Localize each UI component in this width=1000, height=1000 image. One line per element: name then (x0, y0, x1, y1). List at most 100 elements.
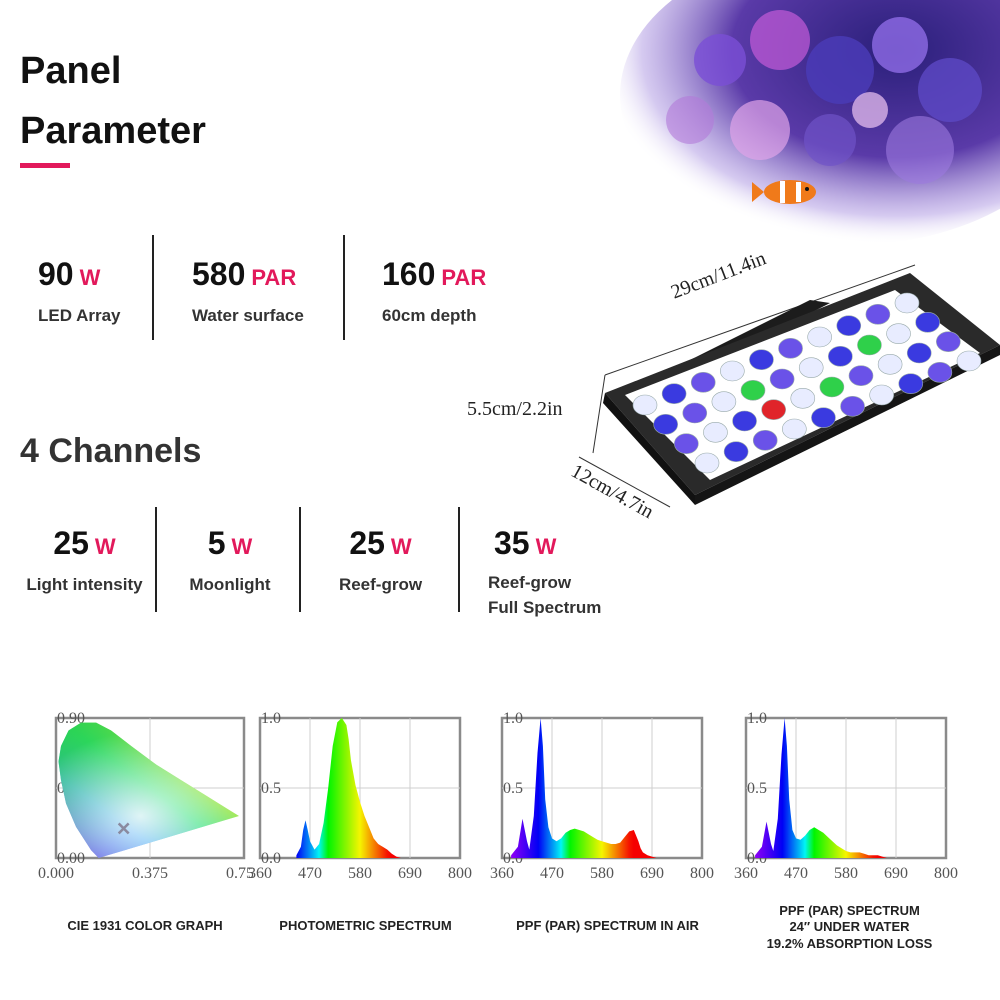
stat-unit: PAR (441, 265, 487, 290)
x-tick-label: 470 (298, 865, 322, 882)
divider (343, 235, 345, 340)
chart-ppf-water: 360 470 580 690 800 1.0 0.5 0.0 (726, 700, 966, 895)
dimension-line-width (578, 456, 671, 508)
stat-water-surface: 580 PAR Water surface (192, 258, 304, 329)
coral-blobs (666, 10, 982, 184)
led-emitter (836, 315, 862, 336)
channel-unit: W (231, 534, 253, 559)
x-tick-label: 470 (540, 865, 564, 882)
channel-unit: W (94, 534, 116, 559)
led-emitter (661, 383, 687, 404)
x-tick-label: 800 (934, 865, 958, 882)
x-tick-label: 690 (640, 865, 664, 882)
y-tick-label: 0.00 (57, 850, 85, 867)
x-tick-label: 360 (734, 865, 758, 882)
chart-ppf-air: 360 470 580 690 800 1.0 0.5 0.0 (482, 700, 722, 895)
led-emitter (749, 349, 774, 370)
x-tick-label: 0.375 (132, 865, 168, 882)
stat-label: LED Array (38, 306, 121, 325)
stat-value: 160 (382, 256, 436, 292)
x-tick-label: 360 (248, 865, 272, 882)
y-tick-label: 1.0 (503, 710, 523, 727)
divider (458, 507, 460, 612)
led-emitter (857, 334, 882, 356)
y-tick-label: 0.90 (57, 710, 85, 727)
channel-label: Reef-grow (338, 575, 423, 594)
led-emitter (632, 394, 658, 416)
divider (152, 235, 154, 340)
led-emitter (807, 326, 832, 348)
channel-unit: W (535, 534, 557, 559)
title-accent-bar (20, 163, 70, 168)
channel-value: 5 (207, 525, 226, 561)
x-tick-label: 360 (490, 865, 514, 882)
title-line-2: Parameter (20, 110, 206, 152)
led-emitter (682, 402, 708, 424)
channels-heading: 4 Channels (20, 432, 202, 470)
led-array (632, 292, 982, 474)
x-tick-label: 580 (834, 865, 858, 882)
led-emitter (740, 380, 766, 401)
x-tick-label: 580 (348, 865, 372, 882)
channel-value: 25 (53, 525, 89, 561)
stat-depth: 160 PAR 60cm depth (382, 258, 486, 329)
led-emitter (690, 372, 716, 393)
y-tick-label: 0.5 (747, 780, 767, 797)
x-tick-label: 800 (448, 865, 472, 882)
led-emitter (898, 373, 924, 394)
y-tick-label: 0.5 (261, 780, 281, 797)
stat-label: 60cm depth (382, 306, 477, 325)
chart-caption: PPF (PAR) SPECTRUM IN AIR (516, 918, 699, 933)
photometric-spectrum-chart: 360 470 580 690 800 1.0 0.5 0.0 (248, 710, 472, 882)
y-tick-label: 1.0 (261, 710, 281, 727)
led-emitter (732, 410, 757, 432)
channel-full-spectrum: 35 W Reef-grow Full Spectrum (488, 527, 601, 620)
channel-label: Moonlight (189, 575, 271, 594)
led-emitter (865, 304, 891, 325)
led-emitter (956, 350, 982, 372)
led-emitter (927, 362, 953, 383)
channel-reef-grow: 25 W Reef-grow (328, 527, 433, 598)
chromaticity-point (117, 822, 130, 835)
led-emitter (819, 376, 845, 398)
channel-value: 25 (349, 525, 385, 561)
spectrum-area (511, 718, 657, 858)
led-emitter (694, 452, 720, 474)
led-emitter (723, 441, 749, 462)
led-emitter (886, 323, 911, 344)
x-tick-label: 690 (398, 865, 422, 882)
led-emitter (674, 433, 699, 454)
y-tick-label: 1.0 (747, 710, 767, 727)
x-tick-label: 470 (784, 865, 808, 882)
stat-unit: PAR (251, 265, 297, 290)
led-emitter (828, 346, 853, 367)
chart-caption: PHOTOMETRIC SPECTRUM (279, 918, 452, 933)
led-fixture-diagram (578, 264, 1000, 508)
dimension-line-length (604, 264, 916, 376)
spectrum-area (755, 718, 887, 858)
led-emitter (915, 312, 940, 333)
divider (155, 507, 157, 612)
chart-photometric: 360 470 580 690 800 1.0 0.5 0.0 (240, 700, 480, 895)
channel-label: Reef-grow Full Spectrum (488, 573, 602, 617)
x-tick-label: 800 (690, 865, 714, 882)
channel-label: Light intensity (26, 575, 143, 594)
title-line-1: Panel (20, 50, 122, 92)
x-tick-label: 690 (884, 865, 908, 882)
led-emitter (894, 292, 920, 314)
channel-light-intensity: 25 W Light intensity (22, 527, 147, 598)
led-emitter (906, 342, 932, 364)
stat-label: Water surface (192, 306, 304, 325)
led-emitter (798, 357, 824, 378)
reef-photo (620, 0, 1000, 245)
x-tick-label: 0.000 (38, 865, 74, 882)
channel-unit: W (390, 534, 412, 559)
led-emitter (761, 399, 786, 420)
led-emitter (848, 365, 874, 386)
divider (299, 507, 301, 612)
chart-caption: CIE 1931 COLOR GRAPH (67, 918, 223, 933)
